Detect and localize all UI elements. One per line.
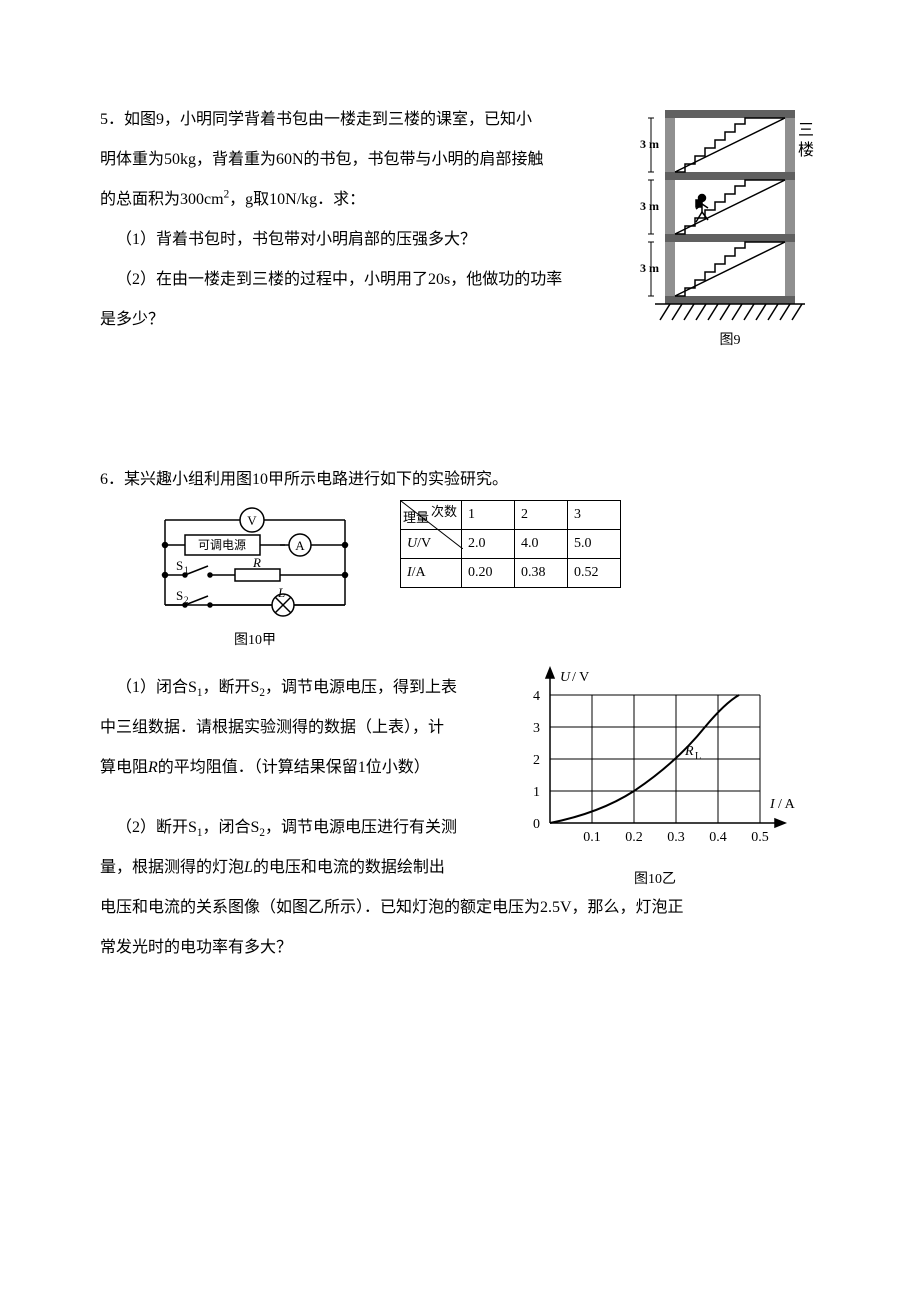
svg-text:可调电源: 可调电源 [198,538,246,552]
svg-text:L: L [695,751,701,762]
figure-9: 3 m 3 m 3 m 三 楼 图9 [640,110,820,348]
svg-text:A: A [295,538,305,553]
svg-text:S: S [176,558,183,573]
question-6: 6．某兴趣小组利用图10甲所示电路进行如下的实验研究。 [100,460,820,968]
svg-text:0.1: 0.1 [583,830,601,845]
svg-text:3 m: 3 m [640,199,659,213]
svg-text:3 m: 3 m [640,261,659,275]
q6-subquestions: U / V I / A R L 0 1 2 3 4 0.1 0.2 0.3 0.… [100,668,820,968]
stairs-diagram: 3 m 3 m 3 m 三 楼 [640,110,820,330]
svg-text:U: U [560,670,571,685]
svg-text:/ A: / A [778,797,796,812]
figure-9-caption: 图9 [640,334,820,348]
svg-text:楼: 楼 [798,141,814,159]
floor-3-label: 三 [798,122,814,139]
diag-header: 次数 理量 [401,501,462,530]
question-5: 3 m 3 m 3 m 三 楼 图9 5．如图9，小明同学背着书包由一楼走到三楼… [100,100,820,340]
svg-text:0.5: 0.5 [751,830,769,845]
svg-text:3 m: 3 m [640,137,659,151]
experiment-data-table: 次数 理量 1 2 3 U/V 2.0 4.0 5.0 I/A 0.20 0.3… [400,500,621,588]
q6-number: 6． [100,471,124,488]
svg-text:2: 2 [533,753,540,768]
q5-body: 5．如图9，小明同学背着书包由一楼走到三楼的课室，已知小 明体重为50kg，背着… [100,100,590,340]
q5-sub2: （2）在由一楼走到三楼的过程中，小明用了20s，他做功的功率 [100,260,590,300]
svg-text:/ V: / V [572,670,589,685]
svg-text:R: R [252,555,261,570]
q5-number: 5． [100,111,124,128]
svg-text:V: V [247,513,257,528]
circuit-diagram: V A 可调电源 S1 S2 R L 图10甲 [150,500,360,648]
svg-text:I: I [769,797,776,812]
svg-text:S: S [176,588,183,603]
figure-10-yi: U / V I / A R L 0 1 2 3 4 0.1 0.2 0.3 0.… [510,663,800,887]
svg-text:1: 1 [533,785,540,800]
svg-text:0.4: 0.4 [709,830,727,845]
svg-text:0.2: 0.2 [625,830,643,845]
svg-text:3: 3 [533,721,540,736]
circuit-and-table-row: V A 可调电源 S1 S2 R L 图10甲 次数 理量 1 2 3 [150,500,820,648]
svg-text:0: 0 [533,817,540,832]
svg-text:R: R [684,744,694,759]
svg-text:4: 4 [533,689,540,704]
svg-text:2: 2 [184,595,189,605]
chart-caption: 图10乙 [510,873,800,887]
svg-text:L: L [277,585,285,600]
svg-text:0.3: 0.3 [667,830,685,845]
q5-sub1: （1）背着书包时，书包带对小明肩部的压强多大？ [100,220,590,260]
svg-text:1: 1 [184,565,189,575]
circuit-caption: 图10甲 [150,634,360,648]
